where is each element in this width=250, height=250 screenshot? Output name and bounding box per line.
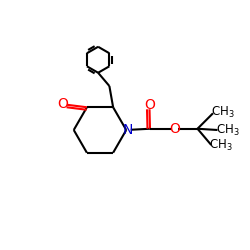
Text: O: O [57, 97, 68, 111]
Text: CH$_3$: CH$_3$ [211, 105, 234, 120]
Text: O: O [144, 98, 155, 112]
Text: CH$_3$: CH$_3$ [216, 122, 239, 138]
Text: N: N [122, 123, 133, 137]
Text: CH$_3$: CH$_3$ [210, 138, 233, 153]
Text: O: O [170, 122, 180, 136]
